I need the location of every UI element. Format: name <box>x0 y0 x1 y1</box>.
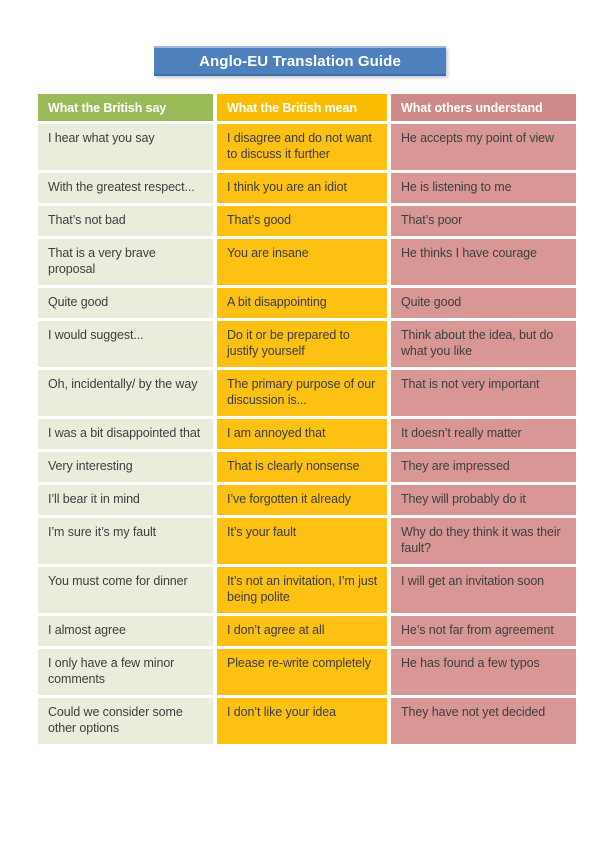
cell-british-mean: I’ve forgotten it already <box>217 485 387 515</box>
cell-british-mean: Do it or be prepared to justify yourself <box>217 321 387 367</box>
cell-others-understand: He’s not far from agreement <box>391 616 576 646</box>
cell-british-say: Very interesting <box>38 452 213 482</box>
translation-table: What the British say What the British me… <box>38 94 576 744</box>
cell-british-say: Quite good <box>38 288 213 318</box>
cell-british-mean: I don’t agree at all <box>217 616 387 646</box>
cell-others-understand: That is not very important <box>391 370 576 416</box>
cell-others-understand: They have not yet decided <box>391 698 576 744</box>
cell-british-say: I’ll bear it in mind <box>38 485 213 515</box>
cell-others-understand: Why do they think it was their fault? <box>391 518 576 564</box>
column-header-others-understand: What others understand <box>391 94 576 121</box>
cell-others-understand: They are impressed <box>391 452 576 482</box>
page: { "title_banner": { "text": "Anglo-EU Tr… <box>0 46 600 846</box>
cell-others-understand: They will probably do it <box>391 485 576 515</box>
cell-british-mean: I think you are an idiot <box>217 173 387 203</box>
cell-british-mean: It’s not an invitation, I’m just being p… <box>217 567 387 613</box>
cell-british-say: Could we consider some other options <box>38 698 213 744</box>
cell-others-understand: He is listening to me <box>391 173 576 203</box>
cell-british-mean: Please re-write completely <box>217 649 387 695</box>
cell-british-say: I almost agree <box>38 616 213 646</box>
cell-british-say: I’m sure it’s my fault <box>38 518 213 564</box>
cell-british-say: I was a bit disappointed that <box>38 419 213 449</box>
cell-british-mean: The primary purpose of our discussion is… <box>217 370 387 416</box>
column-header-british-mean: What the British mean <box>217 94 387 121</box>
cell-others-understand: That’s poor <box>391 206 576 236</box>
cell-others-understand: Think about the idea, but do what you li… <box>391 321 576 367</box>
cell-others-understand: Quite good <box>391 288 576 318</box>
cell-british-say: That’s not bad <box>38 206 213 236</box>
cell-british-mean: You are insane <box>217 239 387 285</box>
cell-british-mean: It’s your fault <box>217 518 387 564</box>
cell-british-say: You must come for dinner <box>38 567 213 613</box>
cell-british-say: I would suggest... <box>38 321 213 367</box>
cell-british-mean: I don’t like your idea <box>217 698 387 744</box>
column-header-british-say: What the British say <box>38 94 213 121</box>
cell-british-mean: That’s good <box>217 206 387 236</box>
cell-others-understand: It doesn’t really matter <box>391 419 576 449</box>
cell-british-say: I only have a few minor comments <box>38 649 213 695</box>
cell-british-mean: A bit disappointing <box>217 288 387 318</box>
cell-british-say: I hear what you say <box>38 124 213 170</box>
cell-british-say: With the greatest respect... <box>38 173 213 203</box>
cell-british-mean: That is clearly nonsense <box>217 452 387 482</box>
cell-others-understand: He has found a few typos <box>391 649 576 695</box>
cell-others-understand: I will get an invitation soon <box>391 567 576 613</box>
cell-british-mean: I am annoyed that <box>217 419 387 449</box>
page-title: Anglo-EU Translation Guide <box>199 52 401 70</box>
title-banner: Anglo-EU Translation Guide <box>154 46 446 76</box>
cell-british-mean: I disagree and do not want to discuss it… <box>217 124 387 170</box>
cell-british-say: Oh, incidentally/ by the way <box>38 370 213 416</box>
cell-others-understand: He accepts my point of view <box>391 124 576 170</box>
cell-british-say: That is a very brave proposal <box>38 239 213 285</box>
cell-others-understand: He thinks I have courage <box>391 239 576 285</box>
